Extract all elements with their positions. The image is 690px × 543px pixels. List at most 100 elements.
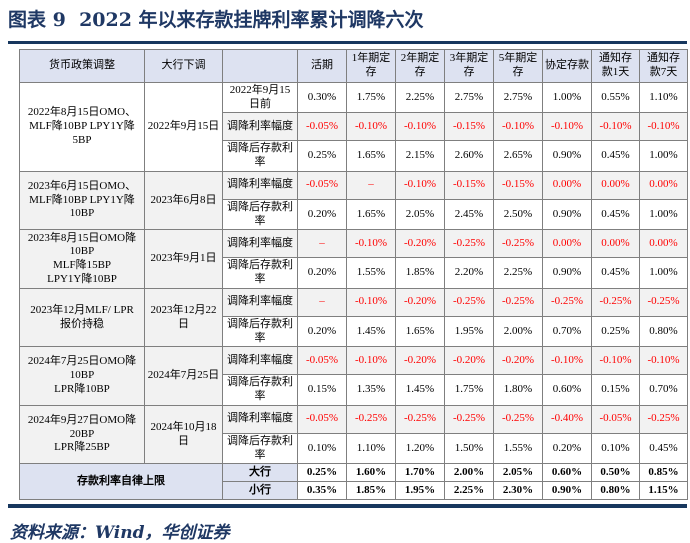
limit-row: 存款利率自律上限 大行 0.25% 1.60% 1.70% 2.00% 2.05% 0.60%… bbox=[19, 463, 688, 501]
column-header: 通知存款1天 bbox=[591, 48, 640, 83]
rate-value-cell: 0.20% bbox=[297, 315, 347, 348]
rate-value-cell: 0.90% bbox=[542, 140, 592, 172]
rate-value-cell: 0.45% bbox=[591, 140, 640, 172]
rate-value-cell: -0.25% bbox=[493, 229, 543, 259]
rate-value-cell: 1.65% bbox=[346, 198, 396, 231]
rate-value-cell: – bbox=[297, 229, 347, 259]
table-row: 调降后存款利率 0.20% 1.55% 1.85% 2.20% 2.25% 0.90% 0.4… bbox=[20, 257, 688, 289]
rate-value-cell: 1.00% bbox=[639, 198, 688, 231]
rate-value-cell: -0.25% bbox=[444, 404, 494, 434]
rate-value-cell: 2.65% bbox=[493, 140, 543, 172]
rate-value-cell: 0.10% bbox=[297, 432, 347, 465]
rate-value-cell: – bbox=[346, 170, 396, 200]
rate-value-cell: 1.45% bbox=[346, 315, 396, 348]
rate-value-cell: -0.25% bbox=[444, 287, 494, 317]
rate-value-cell: 2.00% bbox=[493, 315, 543, 348]
row-label-cell: 调降利率幅度 bbox=[222, 229, 298, 259]
rate-value-cell: 0.00% bbox=[542, 170, 592, 200]
policy-cell: 2024年9月27日OMO降20BP LPR降25BP bbox=[19, 404, 145, 465]
policy-cell: 2024年7月25日OMO降10BP LPR降10BP bbox=[19, 346, 145, 406]
rate-value-cell: -0.10% bbox=[591, 346, 640, 376]
table-row: 2023年12月MLF/ LPR 报价持稳 2023年12月22日 调降利率幅度 – -… bbox=[19, 287, 688, 348]
table-row: 调降后存款利率 0.10% 1.10% 1.20% 1.50% 1.55% 0.20% 0.1… bbox=[20, 432, 688, 465]
rate-value-cell: 2.60% bbox=[444, 140, 494, 172]
rate-value-cell: -0.10% bbox=[346, 112, 396, 142]
bottom-rule bbox=[8, 504, 687, 509]
rate-value-cell: 1.00% bbox=[639, 140, 688, 172]
rate-value-cell: 1.65% bbox=[346, 140, 396, 172]
rate-value-cell: -0.25% bbox=[346, 404, 396, 434]
rate-value-cell: 0.45% bbox=[591, 198, 640, 231]
rate-value-cell: 2.25% bbox=[395, 81, 445, 114]
row-label-cell: 调降利率幅度 bbox=[222, 346, 298, 376]
report-figure: 图表 9 2022 年以来存款挂牌利率累计调降六次 货币政策调整 大行下调 活期 1年… bbox=[8, 9, 688, 543]
column-header: 3年期定存 bbox=[444, 48, 494, 83]
rate-value-cell: -0.05% bbox=[297, 346, 347, 376]
rate-value-cell: -0.15% bbox=[493, 170, 543, 200]
rate-value-cell: 1.80% bbox=[493, 374, 543, 406]
row-label-cell: 调降后存款利率 bbox=[222, 374, 298, 406]
row-label-cell: 调降利率幅度 bbox=[222, 404, 298, 434]
rate-value-cell: -0.25% bbox=[591, 287, 640, 317]
rate-value-cell: 0.45% bbox=[639, 432, 688, 465]
rate-value-cell: 0.10% bbox=[591, 432, 640, 465]
limit-value-cell: 2.30% bbox=[493, 481, 543, 501]
column-header: 5年期定存 bbox=[493, 48, 543, 83]
bank-type-cell: 小行 bbox=[222, 481, 298, 501]
column-header: 货币政策调整 bbox=[19, 48, 145, 83]
rate-value-cell: 1.00% bbox=[542, 81, 592, 114]
rate-value-cell: -0.10% bbox=[542, 112, 592, 142]
bank-type-cell: 大行 bbox=[222, 463, 298, 483]
limit-value-cell: 0.90% bbox=[542, 481, 592, 501]
rate-value-cell: -0.05% bbox=[297, 404, 347, 434]
row-label-cell: 调降后存款利率 bbox=[222, 140, 298, 172]
rate-value-cell: -0.25% bbox=[493, 404, 543, 434]
cut-date-cell: 2023年9月1日 bbox=[144, 229, 223, 289]
rate-value-cell: 0.00% bbox=[639, 170, 688, 200]
rate-value-cell: -0.10% bbox=[395, 170, 445, 200]
rate-value-cell: 2.20% bbox=[444, 257, 494, 289]
cut-date-cell: 2024年10月18日 bbox=[144, 404, 223, 465]
column-header: 协定存款 bbox=[542, 48, 592, 83]
rate-value-cell: 0.90% bbox=[542, 257, 592, 289]
policy-cell: 2022年8月15日OMO、 MLF降10BP LPY1Y降5BP bbox=[19, 81, 145, 172]
limit-value-cell: 0.25% bbox=[297, 463, 347, 483]
rate-value-cell: -0.25% bbox=[639, 404, 688, 434]
column-header: 通知存款7天 bbox=[639, 48, 688, 83]
rate-value-cell: 0.25% bbox=[297, 140, 347, 172]
rate-value-cell: -0.10% bbox=[346, 346, 396, 376]
rate-value-cell: 0.00% bbox=[542, 229, 592, 259]
limit-label-cell: 存款利率自律上限 bbox=[19, 463, 223, 501]
rate-value-cell: 2.50% bbox=[493, 198, 543, 231]
rate-value-cell: -0.10% bbox=[639, 346, 688, 376]
rate-value-cell: 1.95% bbox=[444, 315, 494, 348]
limit-value-cell: 0.35% bbox=[297, 481, 347, 501]
rate-value-cell: – bbox=[297, 287, 347, 317]
table-row: 调降后存款利率 0.20% 1.45% 1.65% 1.95% 2.00% 0.70% 0.2… bbox=[20, 315, 688, 348]
rate-value-cell: 0.90% bbox=[542, 198, 592, 231]
table-row: 调降后存款利率 0.25% 1.65% 2.15% 2.60% 2.65% 0.90% 0.4… bbox=[20, 140, 688, 172]
rate-value-cell: 1.55% bbox=[346, 257, 396, 289]
rate-value-cell: -0.15% bbox=[444, 112, 494, 142]
rate-value-cell: -0.10% bbox=[591, 112, 640, 142]
limit-value-cell: 0.85% bbox=[639, 463, 688, 483]
policy-cell: 2023年8月15日OMO降10BP MLF降15BP LPY1Y降10BP bbox=[19, 229, 145, 289]
limit-value-cell: 1.95% bbox=[395, 481, 445, 501]
rate-value-cell: -0.20% bbox=[444, 346, 494, 376]
rate-value-cell: -0.25% bbox=[542, 287, 592, 317]
rate-value-cell: 0.60% bbox=[542, 374, 592, 406]
rate-value-cell: 1.45% bbox=[395, 374, 445, 406]
rate-value-cell: 0.70% bbox=[542, 315, 592, 348]
column-header: 活期 bbox=[297, 48, 347, 83]
rate-value-cell: 2.15% bbox=[395, 140, 445, 172]
rate-value-cell: 0.70% bbox=[639, 374, 688, 406]
rate-value-cell: 0.15% bbox=[297, 374, 347, 406]
row-label-cell: 调降后存款利率 bbox=[222, 198, 298, 231]
rate-value-cell: 1.85% bbox=[395, 257, 445, 289]
cut-date-cell: 2023年6月8日 bbox=[144, 170, 223, 231]
cut-date-cell: 2024年7月25日 bbox=[144, 346, 223, 406]
table-row: 2022年8月15日OMO、 MLF降10BP LPY1Y降5BP 2022年9月… bbox=[19, 81, 688, 172]
rate-value-cell: 0.00% bbox=[591, 170, 640, 200]
rate-value-cell: -0.20% bbox=[395, 346, 445, 376]
table-body: 2022年8月15日OMO、 MLF降10BP LPY1Y降5BP 2022年9月… bbox=[19, 81, 688, 501]
